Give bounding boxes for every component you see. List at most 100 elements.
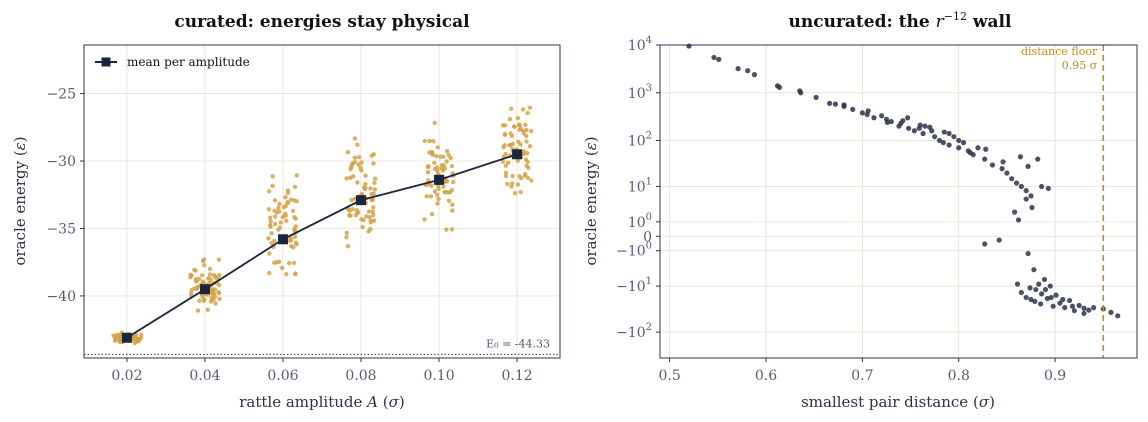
data-point xyxy=(1028,296,1034,303)
data-point xyxy=(1081,310,1087,317)
data-point xyxy=(291,260,297,266)
data-point xyxy=(369,197,374,203)
x-tick-label: 0.12 xyxy=(501,368,532,384)
data-point xyxy=(1014,281,1021,287)
data-point xyxy=(1033,286,1039,293)
data-point xyxy=(503,170,509,176)
data-point xyxy=(272,221,278,227)
data-point xyxy=(523,171,528,177)
data-point xyxy=(429,183,434,188)
data-point xyxy=(292,184,298,189)
data-point xyxy=(370,209,375,214)
data-point xyxy=(217,273,222,278)
y-tick-label: −40 xyxy=(46,289,76,305)
data-point xyxy=(352,196,357,201)
x-tick-label: 0.10 xyxy=(423,368,454,384)
data-point xyxy=(1038,301,1044,307)
data-point xyxy=(359,168,364,173)
data-point xyxy=(353,213,359,218)
data-point xyxy=(267,251,272,256)
x-tick-label: 0.8 xyxy=(948,368,970,384)
x-tick-label: 0.5 xyxy=(659,368,681,384)
data-point xyxy=(266,189,272,194)
data-point xyxy=(996,237,1002,243)
data-point xyxy=(1071,308,1077,314)
data-point xyxy=(371,218,377,223)
data-point xyxy=(1018,289,1024,296)
data-point xyxy=(277,259,282,265)
data-point xyxy=(502,143,507,148)
data-point xyxy=(368,218,374,223)
data-point xyxy=(507,117,513,122)
data-point xyxy=(200,294,205,300)
data-point xyxy=(362,186,368,192)
data-point xyxy=(195,308,201,313)
legend-label: mean per amplitude xyxy=(127,55,250,69)
data-point xyxy=(356,162,361,167)
data-point xyxy=(999,166,1005,172)
data-point xyxy=(916,125,922,131)
data-point xyxy=(1017,154,1024,160)
data-point xyxy=(515,182,521,187)
data-point xyxy=(521,149,527,154)
data-point xyxy=(350,206,355,212)
mean-marker xyxy=(434,174,445,185)
data-point xyxy=(424,194,429,199)
x-tick-label: 0.6 xyxy=(755,368,777,384)
data-point xyxy=(507,142,512,148)
data-point xyxy=(139,332,144,337)
data-point xyxy=(510,181,515,186)
data-point xyxy=(436,196,441,202)
data-point xyxy=(281,205,287,210)
data-point xyxy=(508,106,514,112)
distance-floor-label: distance floor xyxy=(1021,45,1098,58)
data-point xyxy=(1029,204,1035,211)
data-point xyxy=(345,243,351,249)
data-point xyxy=(510,173,515,179)
data-point xyxy=(216,290,222,296)
data-point xyxy=(776,84,783,90)
data-point xyxy=(276,205,281,211)
y-tick-label: 101 xyxy=(628,176,652,195)
data-point xyxy=(905,115,911,121)
data-point xyxy=(371,212,376,218)
data-point xyxy=(1066,297,1073,304)
x-tick-label: 0.06 xyxy=(267,368,298,384)
data-point xyxy=(936,137,943,144)
data-point xyxy=(208,277,214,282)
data-point xyxy=(932,134,938,140)
data-point xyxy=(207,266,213,272)
data-point xyxy=(448,155,453,161)
data-point xyxy=(1045,185,1051,192)
x-tick-label: 0.9 xyxy=(1044,368,1066,384)
data-point xyxy=(449,227,455,232)
data-point xyxy=(432,189,438,194)
data-point xyxy=(293,224,299,229)
data-point xyxy=(444,148,450,154)
data-point xyxy=(524,139,529,144)
data-point xyxy=(366,229,371,234)
data-point xyxy=(450,202,455,207)
y-tick-label: 0 xyxy=(643,229,652,245)
data-point xyxy=(369,191,374,197)
data-point xyxy=(879,113,885,119)
data-point xyxy=(509,133,515,138)
data-point xyxy=(500,159,506,164)
mean-marker xyxy=(199,284,210,295)
mean-marker xyxy=(356,195,367,206)
data-point xyxy=(371,152,376,157)
data-point xyxy=(432,166,438,172)
data-point xyxy=(344,234,349,240)
data-point xyxy=(272,260,277,265)
uncurated-panel: uncurated: the r−12 wall distance floor … xyxy=(582,10,1138,411)
data-point xyxy=(441,184,446,189)
data-point xyxy=(272,198,278,203)
data-point xyxy=(205,307,211,312)
data-point xyxy=(1031,267,1037,273)
y-axis-label: oracle energy (ε) xyxy=(582,136,600,265)
mean-markers xyxy=(121,149,523,343)
data-point xyxy=(115,334,121,339)
data-point xyxy=(194,285,200,291)
